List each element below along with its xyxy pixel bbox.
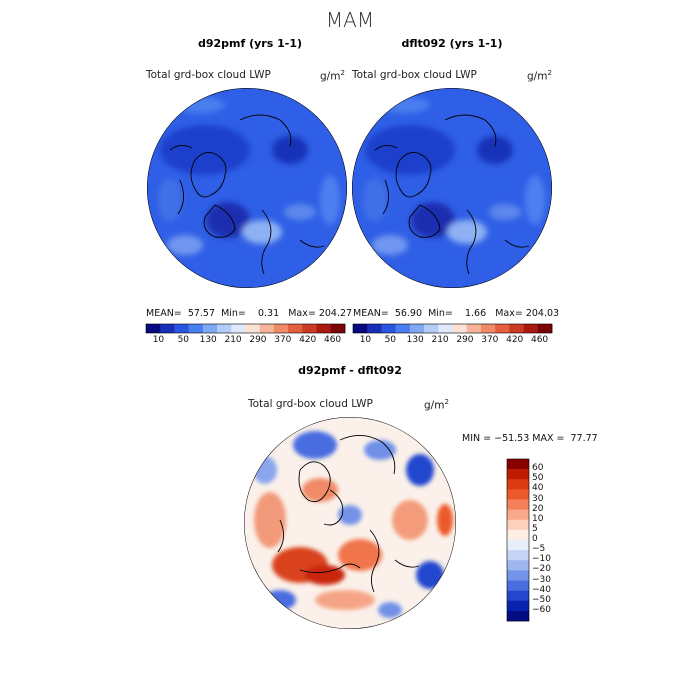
colorbar-diff-tick-label: −10 bbox=[532, 554, 551, 565]
panel1-units: g/m2 bbox=[320, 69, 345, 83]
colorbar-panel1-tick-label: 460 bbox=[323, 335, 342, 345]
colorbar-diff-swatch bbox=[507, 550, 529, 561]
panel2-units: g/m2 bbox=[527, 69, 552, 83]
colorbar-diff-tick-label: 40 bbox=[532, 483, 544, 494]
panel1-stats: MEAN= 57.57 Min= 0.31 Max= 204.27 bbox=[146, 308, 353, 319]
colorbar-panel1-swatch bbox=[231, 324, 246, 333]
colorbar-panel1-swatch bbox=[330, 324, 346, 333]
colorbar-diff-tick-label: 50 bbox=[532, 473, 544, 484]
colorbar-diff-tick-label: 5 bbox=[532, 523, 538, 534]
colorbar-panel2-swatch bbox=[537, 324, 553, 333]
colorbar-panel1-tick-label: 130 bbox=[199, 335, 217, 345]
colorbar-diff-swatch bbox=[507, 610, 529, 622]
colorbar-panel1-swatch bbox=[160, 324, 175, 333]
colorbar-diff-tick-label: 0 bbox=[532, 534, 538, 544]
colorbar-panel1-swatch bbox=[202, 324, 218, 333]
colorbar-panel1-swatch bbox=[217, 324, 232, 333]
colorbar-panel1-swatch bbox=[188, 324, 204, 333]
colorbar-panel1-tick-label: 290 bbox=[249, 335, 267, 345]
colorbar-panel1-swatch bbox=[174, 324, 189, 333]
colorbar-panel2-frame bbox=[352, 323, 553, 334]
colorbar-diff-swatch bbox=[507, 459, 529, 470]
colorbar-diff-swatch bbox=[507, 519, 529, 531]
colorbar-panel2 bbox=[352, 323, 553, 334]
colorbar-diff-tick-label: −20 bbox=[532, 564, 551, 575]
colorbar-panel2-tick-label: 50 bbox=[384, 335, 397, 345]
colorbar-panel2-swatch bbox=[438, 324, 453, 333]
diff-field-label: Total grd-box cloud LWP bbox=[248, 398, 373, 410]
panel2-map bbox=[352, 88, 552, 288]
colorbar-panel2-swatch bbox=[424, 324, 439, 333]
colorbar-panel1-swatch bbox=[146, 324, 161, 333]
colorbar-panel1-tick-label: 370 bbox=[274, 335, 292, 345]
colorbar-panel2-swatch bbox=[466, 324, 482, 333]
colorbar-panel2-swatch bbox=[353, 324, 368, 333]
colorbar-diff-tick-label: −50 bbox=[532, 594, 551, 605]
colorbar-panel2-tick-label: 290 bbox=[456, 335, 474, 345]
panel2-field-label: Total grd-box cloud LWP bbox=[352, 69, 477, 81]
colorbar-diff-swatch bbox=[507, 479, 529, 490]
colorbar-panel1-swatch bbox=[273, 324, 289, 333]
colorbar-panel2-swatch bbox=[480, 324, 496, 333]
colorbar-diff-tick-label: 30 bbox=[532, 493, 544, 504]
colorbar-diff-swatch bbox=[507, 499, 529, 510]
colorbar-panel2-swatch bbox=[381, 324, 396, 333]
colorbar-panel2-swatch bbox=[509, 324, 524, 333]
figure-title: MAM bbox=[325, 8, 375, 32]
colorbar-panel2-swatch bbox=[409, 324, 425, 333]
colorbar-diff-tick-label: −40 bbox=[532, 584, 551, 595]
colorbar-diff-swatch bbox=[507, 509, 529, 521]
colorbar-diff-swatch bbox=[507, 529, 529, 541]
colorbar-panel2-swatch bbox=[395, 324, 411, 333]
colorbar-panel1-tick-label: 50 bbox=[177, 335, 190, 345]
panel2-title: dflt092 (yrs 1-1) bbox=[401, 37, 503, 50]
colorbar-panel1-tick-label: 10 bbox=[152, 335, 165, 345]
colorbar-panel1-swatch bbox=[316, 324, 332, 333]
colorbar-diff-tick-label: 60 bbox=[532, 463, 544, 474]
colorbar-panel1-tick-label: 420 bbox=[299, 335, 317, 345]
colorbar-panel2-swatch bbox=[495, 324, 510, 333]
diff-map bbox=[244, 417, 456, 629]
panel2-stats: MEAN= 56.90 Min= 1.66 Max= 204.03 bbox=[353, 308, 560, 319]
colorbar-panel1-swatch bbox=[302, 324, 317, 333]
colorbar-panel2-tick-label: 420 bbox=[506, 335, 524, 345]
colorbar-panel1 bbox=[145, 323, 346, 334]
colorbar-diff-tick-label: −5 bbox=[532, 544, 546, 555]
colorbar-panel1-tick-label: 210 bbox=[224, 335, 242, 345]
panel1-map bbox=[147, 88, 347, 288]
colorbar-diff-swatch bbox=[507, 560, 529, 571]
colorbar-diff-frame bbox=[506, 458, 530, 622]
colorbar-diff-tick-label: −60 bbox=[532, 604, 551, 615]
colorbar-diff-swatch bbox=[507, 570, 529, 581]
panel1-title: d92pmf (yrs 1-1) bbox=[197, 37, 303, 50]
colorbar-panel1-swatch bbox=[288, 324, 303, 333]
colorbar-diff-tick-label: 10 bbox=[532, 513, 544, 524]
colorbar-diff-swatch bbox=[507, 580, 529, 591]
colorbar-diff-swatch bbox=[507, 469, 529, 480]
colorbar-panel2-swatch bbox=[452, 324, 468, 333]
colorbar-panel2-tick-label: 130 bbox=[406, 335, 424, 345]
colorbar-diff-swatch bbox=[507, 590, 529, 602]
colorbar-panel1-frame bbox=[145, 323, 346, 334]
colorbar-panel2-tick-label: 10 bbox=[359, 335, 372, 345]
colorbar-panel2-tick-label: 210 bbox=[431, 335, 449, 345]
colorbar-diff-tick-label: 20 bbox=[532, 503, 544, 514]
colorbar-panel2-swatch bbox=[523, 324, 539, 333]
colorbar-diff-swatch bbox=[507, 489, 529, 500]
colorbar-panel1-swatch bbox=[259, 324, 275, 333]
colorbar-panel2-tick-label: 460 bbox=[530, 335, 549, 345]
colorbar-panel2-swatch bbox=[367, 324, 382, 333]
colorbar-diff-swatch bbox=[507, 540, 529, 551]
colorbar-diff-tick-label: −30 bbox=[532, 574, 551, 585]
panel1-field-label: Total grd-box cloud LWP bbox=[146, 69, 271, 81]
diff-minmax: MIN = −51.53 MAX = 77.77 bbox=[462, 433, 598, 444]
diff-title: d92pmf - dflt092 bbox=[298, 364, 402, 377]
colorbar-diff bbox=[506, 458, 530, 622]
diff-units: g/m2 bbox=[424, 398, 449, 412]
colorbar-panel2-tick-label: 370 bbox=[481, 335, 499, 345]
colorbar-diff-swatch bbox=[507, 600, 529, 612]
colorbar-panel1-swatch bbox=[245, 324, 261, 333]
